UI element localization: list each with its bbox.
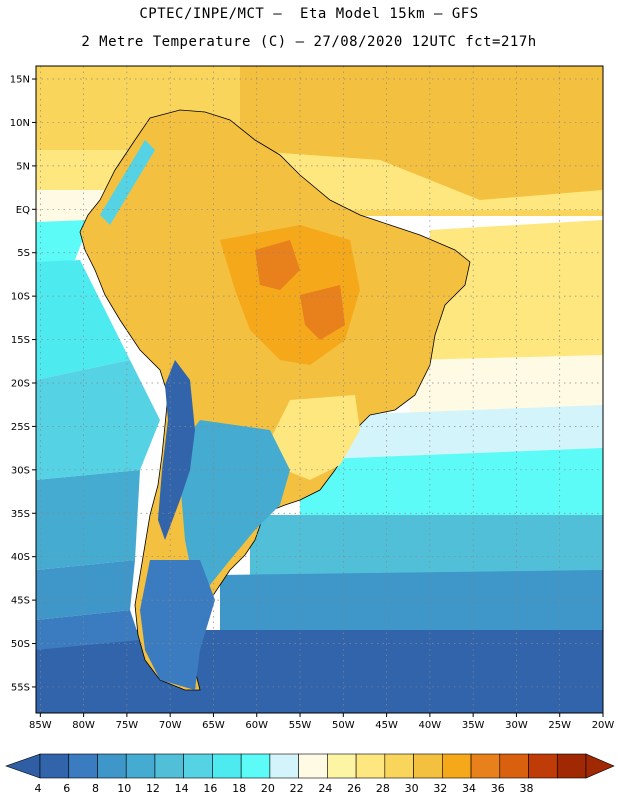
longitude-axis: 85W 80W 75W 70W 65W 60W 55W 50W 45W 40W 35W 30W 25W 2… <box>29 713 614 731</box>
interior-hottest <box>255 240 300 290</box>
colorbar-swatch <box>528 753 558 779</box>
ocean-band-6-south <box>36 630 603 713</box>
ocean-band-26-tropical <box>240 66 603 200</box>
colorbar-tick-label: 18 <box>232 782 246 795</box>
lon-tick-label: 50W <box>332 720 355 731</box>
lat-tick-label: 20S <box>11 378 30 389</box>
colorbar-swatch <box>68 753 98 779</box>
pacific-band-8 <box>36 610 140 650</box>
map-frame <box>35 65 604 714</box>
lon-tick-label: 65W <box>202 720 225 731</box>
lat-tick-label: 45S <box>11 596 30 607</box>
lon-tick-label: 75W <box>116 720 139 731</box>
lon-tick-label: 20W <box>592 720 615 731</box>
colorbar-swatch <box>212 753 242 779</box>
south-america-land <box>79 109 471 691</box>
map-title-line2: 2 Metre Temperature (C) – 27/08/2020 12U… <box>81 34 537 50</box>
lat-tick-label: 15N <box>10 75 30 86</box>
map-title-line1: CPTEC/INPE/MCT – Eta Model 15km – GFS <box>139 6 479 22</box>
colorbar-swatch <box>154 753 184 779</box>
colorbar-tick-label: 24 <box>318 782 332 795</box>
colorbar-swatch <box>125 753 156 779</box>
colorbar-tick-label: 36 <box>491 782 505 795</box>
lon-tick-label: 85W <box>29 720 52 731</box>
pacific-band-16 <box>36 260 130 380</box>
pacific-band-12 <box>36 470 140 570</box>
southeast-cool-land <box>270 395 360 480</box>
colorbar-swatch <box>183 753 213 779</box>
colorbar-tick-label: 32 <box>433 782 447 795</box>
colorbar-swatch <box>413 753 443 779</box>
colorbar-swatch <box>298 753 328 779</box>
ocean-band-18-east <box>300 448 603 520</box>
lat-tick-label: 55S <box>11 682 30 693</box>
pacific-band-10 <box>36 560 135 620</box>
colorbar-swatch <box>499 753 529 779</box>
graticule <box>36 66 603 713</box>
northern-andes-cold <box>100 140 155 225</box>
colorbar-swatch <box>470 753 501 779</box>
colorbar-tick-label: 14 <box>175 782 189 795</box>
lat-tick-label: 25S <box>11 422 30 433</box>
colorbar-swatch <box>240 753 271 779</box>
ocean-band-14-east <box>250 515 603 580</box>
colorbar-swatch <box>269 753 299 779</box>
lon-tick-label: 30W <box>505 720 528 731</box>
lon-tick-label: 80W <box>72 720 95 731</box>
colorbar-swatch <box>97 753 127 779</box>
colorbar-swatch <box>442 753 472 779</box>
lon-tick-label: 45W <box>375 720 398 731</box>
lat-tick-label: 50S <box>11 639 30 650</box>
colorbar-tick-label: 26 <box>347 782 361 795</box>
colorbar-tick-label: 28 <box>376 782 390 795</box>
lon-tick-label: 40W <box>419 720 442 731</box>
colorbar-tick-label: 20 <box>261 782 275 795</box>
colorbar-legend: 4 6 8 10 12 14 16 18 20 22 24 26 28 30 32 34 36 38 <box>5 753 615 795</box>
pacific-band-14 <box>36 360 160 480</box>
southern-cone-cool <box>180 420 290 590</box>
lon-tick-label: 70W <box>159 720 182 731</box>
colorbar-above-arrow <box>585 753 615 779</box>
colorbar-tick-label: 12 <box>146 782 160 795</box>
colorbar-tick-label: 16 <box>203 782 217 795</box>
colorbar-tick-label: 38 <box>520 782 534 795</box>
lon-tick-label: 35W <box>462 720 485 731</box>
colorbar-tick-label: 30 <box>405 782 419 795</box>
colorbar-swatch <box>556 753 587 779</box>
colorbar-tick-label: 10 <box>117 782 131 795</box>
lat-tick-label: 35S <box>11 509 30 520</box>
lat-tick-label: 40S <box>11 552 30 563</box>
latitude-axis: 15N 10N 5N EQ 5S 10S 15S 20S 25S 30S 35S 40S 45S 50S 5… <box>10 75 36 693</box>
colorbar-tick-label: 22 <box>290 782 304 795</box>
lat-tick-label: 5S <box>17 248 30 259</box>
interior-hottest-2 <box>300 285 345 340</box>
lat-tick-label: 5N <box>16 161 30 172</box>
colorbar-below-arrow <box>5 753 41 779</box>
colorbar-tick-label: 4 <box>35 782 42 795</box>
lon-tick-label: 60W <box>245 720 268 731</box>
lon-tick-label: 25W <box>548 720 571 731</box>
lon-tick-label: 55W <box>289 720 312 731</box>
colorbar-swatch <box>327 753 357 779</box>
ocean-band-10-east <box>220 570 603 640</box>
colorbar-swatch <box>384 753 414 779</box>
lat-tick-label: 10N <box>10 118 30 129</box>
lat-tick-label: 10S <box>11 292 30 303</box>
pacific-band-18 <box>36 220 90 265</box>
ocean-band-22-east <box>410 355 603 420</box>
lat-tick-label: 30S <box>11 465 30 476</box>
lat-tick-label: 15S <box>11 335 30 346</box>
colorbar-swatch <box>39 753 70 779</box>
patagonia-cold <box>140 560 215 690</box>
andes-cold-strip <box>158 360 195 540</box>
lat-tick-label: EQ <box>16 205 30 216</box>
colorbar-swatch <box>355 753 386 779</box>
colorbar-tick-label: 6 <box>63 782 70 795</box>
colorbar-tick-label: 8 <box>92 782 99 795</box>
colorbar-tick-label: 34 <box>462 782 476 795</box>
